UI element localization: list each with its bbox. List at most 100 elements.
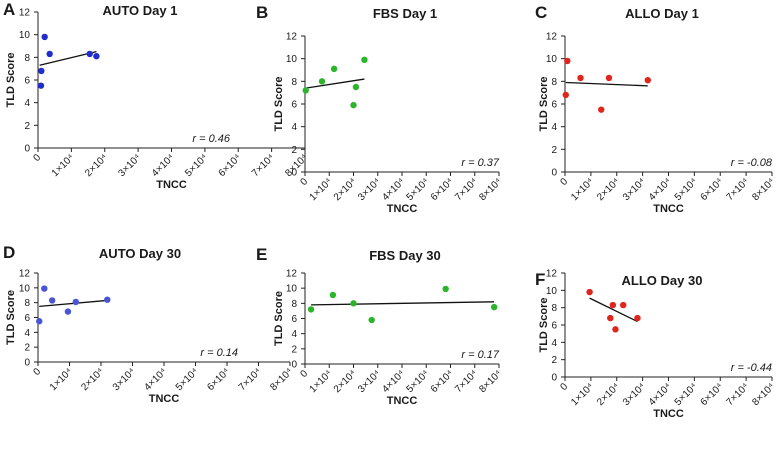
panel-e: E FBS Day 3002468101201×10⁴2×10⁴3×10⁴4×10… bbox=[256, 245, 504, 407]
data-point bbox=[104, 296, 111, 303]
x-tick-label: 5×10⁴ bbox=[673, 176, 700, 203]
x-tick-label: 6×10⁴ bbox=[699, 176, 726, 203]
y-tick-label: 4 bbox=[24, 98, 30, 109]
x-axis-label: TNCC bbox=[387, 203, 418, 215]
data-point bbox=[41, 285, 48, 292]
panel-letter: F bbox=[535, 270, 545, 289]
panel-d: D AUTO Day 30 0 2 4 6 8 10 12 0 1×10⁴ 2×10⁴ 3×10⁴ 4×1… bbox=[3, 243, 295, 405]
y-tick-label: 10 bbox=[546, 54, 558, 65]
data-point bbox=[86, 50, 93, 58]
y-tick-label: 0 bbox=[291, 168, 297, 179]
y-tick-label: 8 bbox=[551, 77, 557, 88]
x-tick-label: 5×10⁴ bbox=[183, 152, 210, 179]
data-point bbox=[612, 326, 619, 333]
y-tick-label: 8 bbox=[291, 299, 297, 310]
x-tick-label: 1×10⁴ bbox=[308, 368, 335, 395]
x-tick-label: 4×10⁴ bbox=[380, 176, 407, 203]
data-point bbox=[72, 298, 80, 306]
x-tick-label: 7×10⁴ bbox=[724, 176, 751, 203]
data-point bbox=[37, 82, 45, 89]
x-tick-label: 6×10⁴ bbox=[699, 381, 726, 408]
y-tick-label: 8 bbox=[24, 298, 30, 309]
x-tick-label: 2×10⁴ bbox=[332, 368, 359, 395]
x-tick-label: 7×10⁴ bbox=[237, 366, 264, 393]
x-axis-label: TNCC bbox=[149, 393, 180, 405]
y-tick-label: 0 bbox=[551, 373, 557, 384]
y-tick-label: 12 bbox=[546, 32, 558, 43]
x-tick-label: 1×10⁴ bbox=[50, 152, 77, 179]
x-tick-label: 8×10⁴ bbox=[477, 368, 504, 395]
y-tick-label: 6 bbox=[551, 321, 557, 332]
y-tick-label: 8 bbox=[291, 77, 297, 88]
data-point bbox=[620, 301, 627, 309]
x-tick-label: 5×10⁴ bbox=[673, 381, 700, 408]
correlation-label: r = -0.44 bbox=[731, 362, 772, 374]
x-tick-label: 1×10⁴ bbox=[308, 176, 335, 203]
data-point bbox=[634, 314, 641, 322]
correlation-label: r = 0.14 bbox=[200, 347, 238, 359]
panel-a: A AUTO Day 1 0 2 4 6 8 10 12 0 1×10⁴ 2×10⁴ 3×10⁴ 4×10… bbox=[3, 0, 310, 191]
y-axis-label: TLD Score bbox=[538, 297, 550, 352]
data-point bbox=[38, 67, 45, 75]
data-point bbox=[46, 50, 53, 58]
y-tick-label: 10 bbox=[286, 54, 298, 65]
data-point bbox=[442, 285, 449, 293]
x-tick-label: 0 bbox=[31, 366, 43, 378]
x-tick-label: 5×10⁴ bbox=[405, 368, 432, 395]
panel-letter: E bbox=[256, 245, 267, 264]
y-tick-label: 0 bbox=[291, 360, 297, 371]
panel-letter: A bbox=[3, 0, 15, 19]
panel-title: ALLO Day 1 bbox=[625, 6, 699, 21]
x-tick-label: 6×10⁴ bbox=[429, 176, 456, 203]
y-tick-label: 4 bbox=[291, 122, 297, 133]
x-tick-label: 0 bbox=[298, 368, 310, 380]
correlation-label: r = 0.17 bbox=[461, 349, 499, 361]
y-tick-label: 2 bbox=[24, 343, 30, 354]
x-tick-label: 0 bbox=[558, 176, 570, 188]
y-tick-label: 8 bbox=[551, 303, 557, 314]
y-tick-label: 10 bbox=[19, 30, 31, 41]
regression-line bbox=[589, 297, 638, 323]
x-axis-label: TNCC bbox=[156, 179, 187, 191]
x-tick-label: 7×10⁴ bbox=[453, 176, 480, 203]
y-tick-label: 4 bbox=[291, 329, 297, 340]
panel-letter: C bbox=[535, 3, 547, 22]
data-point bbox=[609, 301, 617, 309]
x-tick-label: 0 bbox=[31, 152, 43, 164]
x-tick-label: 3×10⁴ bbox=[621, 381, 648, 408]
x-tick-label: 6×10⁴ bbox=[429, 368, 456, 395]
data-point bbox=[41, 33, 48, 41]
y-tick-label: 2 bbox=[24, 121, 30, 132]
y-axis-label: TLD Score bbox=[273, 76, 285, 131]
x-tick-label: 3×10⁴ bbox=[621, 176, 648, 203]
panel-title: AUTO Day 30 bbox=[99, 246, 181, 261]
data-point bbox=[350, 101, 357, 109]
regression-line bbox=[565, 81, 648, 87]
y-axis-label: TLD Score bbox=[5, 290, 17, 345]
x-tick-label: 4×10⁴ bbox=[647, 176, 674, 203]
x-tick-label: 2×10⁴ bbox=[332, 176, 359, 203]
x-tick-label: 7×10⁴ bbox=[250, 152, 277, 179]
x-tick-label: 0 bbox=[298, 176, 310, 188]
y-tick-label: 6 bbox=[291, 314, 297, 325]
data-point bbox=[36, 318, 43, 325]
x-tick-label: 1×10⁴ bbox=[569, 176, 596, 203]
data-point bbox=[64, 308, 72, 315]
x-tick-label: 3×10⁴ bbox=[116, 152, 143, 179]
data-point bbox=[352, 83, 360, 91]
data-point bbox=[93, 53, 100, 60]
x-tick-label: 8×10⁴ bbox=[477, 176, 504, 203]
data-point bbox=[564, 57, 571, 65]
x-tick-label: 4×10⁴ bbox=[142, 366, 169, 393]
data-point bbox=[318, 78, 326, 85]
regression-line bbox=[311, 301, 495, 306]
x-tick-label: 4×10⁴ bbox=[647, 381, 674, 408]
data-point bbox=[577, 74, 584, 82]
x-axis-label: TNCC bbox=[653, 203, 684, 215]
y-tick-label: 4 bbox=[551, 338, 557, 349]
data-point bbox=[302, 87, 309, 94]
y-tick-label: 8 bbox=[24, 53, 30, 64]
y-tick-label: 4 bbox=[551, 122, 557, 133]
